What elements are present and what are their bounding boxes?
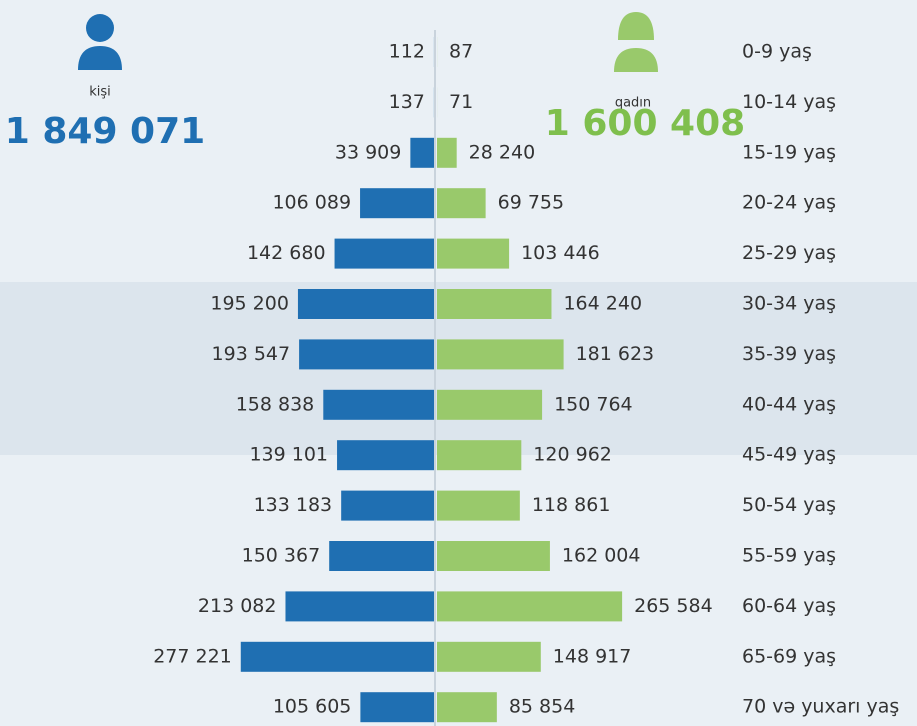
male-bar — [341, 490, 434, 521]
female-total: 1 600 408 — [545, 103, 745, 144]
female-bar — [437, 440, 522, 471]
female-value-label: 69 755 — [498, 192, 564, 214]
male-bar — [297, 289, 434, 319]
age-label: 10-14 yaş — [742, 91, 836, 113]
legend-female: qadın — [615, 96, 651, 111]
male-bar — [360, 188, 434, 219]
age-label: 55-59 yaş — [742, 545, 836, 567]
female-bar — [437, 339, 564, 370]
male-value-label: 137 — [389, 91, 425, 113]
legend-male: kişi — [89, 85, 111, 100]
age-label: 65-69 yaş — [742, 645, 836, 667]
male-value-label: 105 605 — [273, 696, 352, 718]
male-value-label: 195 200 — [210, 293, 289, 315]
male-icon — [78, 14, 122, 70]
male-value-label: 277 221 — [153, 645, 232, 667]
male-bar — [323, 389, 434, 420]
male-bar — [360, 692, 434, 723]
female-value-label: 103 446 — [521, 242, 600, 264]
female-value-label: 162 004 — [562, 545, 641, 567]
age-label: 35-39 yaş — [742, 343, 836, 365]
male-bar — [410, 137, 434, 168]
female-bar — [437, 188, 486, 219]
male-value-label: 158 838 — [236, 393, 315, 415]
female-value-label: 120 962 — [533, 444, 612, 466]
female-value-label: 148 917 — [553, 645, 632, 667]
age-label: 25-29 yaş — [742, 242, 836, 264]
male-value-label: 150 367 — [242, 545, 321, 567]
female-value-label: 85 854 — [509, 696, 575, 718]
female-value-label: 181 623 — [576, 343, 655, 365]
male-value-label: 142 680 — [247, 242, 326, 264]
male-value-label: 33 909 — [335, 141, 401, 163]
male-total: 1 849 071 — [5, 111, 205, 152]
female-bar — [437, 289, 552, 319]
male-bar — [299, 339, 434, 370]
female-value-label: 87 — [449, 41, 473, 63]
female-bar — [437, 692, 497, 723]
age-label: 50-54 yaş — [742, 494, 836, 516]
age-label: 15-19 yaş — [742, 141, 836, 163]
male-bar — [334, 238, 434, 269]
female-bar — [437, 238, 510, 269]
female-bar — [437, 137, 457, 168]
female-value-label: 164 240 — [563, 293, 642, 315]
male-bar — [285, 591, 434, 622]
male-value-label: 193 547 — [212, 343, 291, 365]
female-value-label: 265 584 — [634, 595, 713, 617]
female-bar — [437, 541, 550, 571]
male-bar — [337, 440, 434, 471]
age-label: 70 və yuxarı yaş — [742, 696, 899, 718]
age-label: 30-34 yaş — [742, 293, 836, 315]
male-value-label: 133 183 — [254, 494, 333, 516]
male-value-label: 106 089 — [272, 192, 351, 214]
age-label: 20-24 yaş — [742, 192, 836, 214]
female-value-label: 28 240 — [469, 141, 535, 163]
female-icon — [614, 12, 658, 72]
age-label: 45-49 yaş — [742, 444, 836, 466]
male-value-label: 139 101 — [249, 444, 328, 466]
female-value-label: 150 764 — [554, 393, 633, 415]
female-bar — [437, 490, 520, 521]
female-bar — [437, 591, 623, 622]
male-value-label: 112 — [389, 41, 425, 63]
female-bar — [437, 389, 543, 420]
age-label: 0-9 yaş — [742, 41, 812, 63]
female-value-label: 71 — [449, 91, 473, 113]
female-bar — [437, 641, 541, 672]
male-value-label: 213 082 — [198, 595, 277, 617]
male-bar — [329, 541, 434, 571]
female-value-label: 118 861 — [532, 494, 611, 516]
male-bar — [240, 641, 434, 672]
age-label: 60-64 yaş — [742, 595, 836, 617]
age-label: 40-44 yaş — [742, 393, 836, 415]
